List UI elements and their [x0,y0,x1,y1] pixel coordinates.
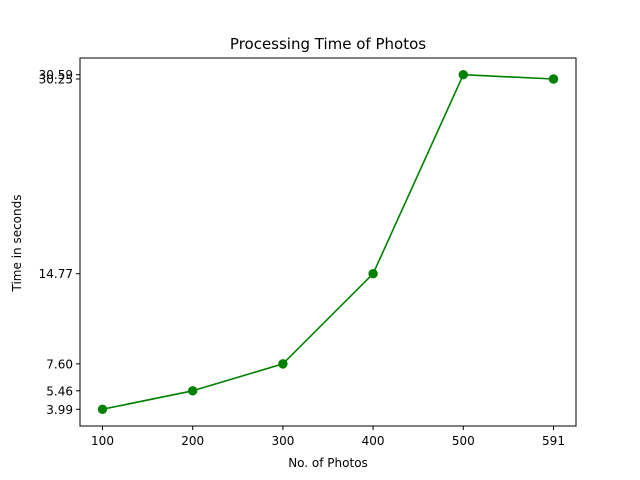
y-tick-label: 30.25 [39,73,73,87]
y-axis-label: Time in seconds [10,195,24,293]
data-point [97,404,108,414]
y-tick-label: 30.59 [39,68,73,82]
y-tick-label: 7.60 [46,357,73,371]
data-point [188,386,198,396]
plot-area: 100 200 300 400 500 591 3.99 5.46 7.60 14.77 30.25… [39,57,577,448]
x-tick-label: 400 [362,434,385,448]
data-point [458,70,468,80]
data-point [368,268,378,279]
data-point [548,74,559,84]
x-tick-label: 591 [542,434,565,448]
data-point [278,359,288,369]
x-tick-label: 100 [91,434,114,448]
plot-frame [79,57,577,427]
x-tick-label: 500 [452,434,475,448]
y-tick-label: 5.46 [46,384,73,398]
y-tick-label: 14.77 [39,267,73,281]
x-tick-label: 200 [181,434,204,448]
x-tick-label: 300 [271,434,294,448]
chart-title: Processing Time of Photos [230,35,426,53]
series-line [102,73,554,411]
y-tick-label: 3.99 [46,403,73,417]
x-axis-label: No. of Photos [288,456,368,470]
